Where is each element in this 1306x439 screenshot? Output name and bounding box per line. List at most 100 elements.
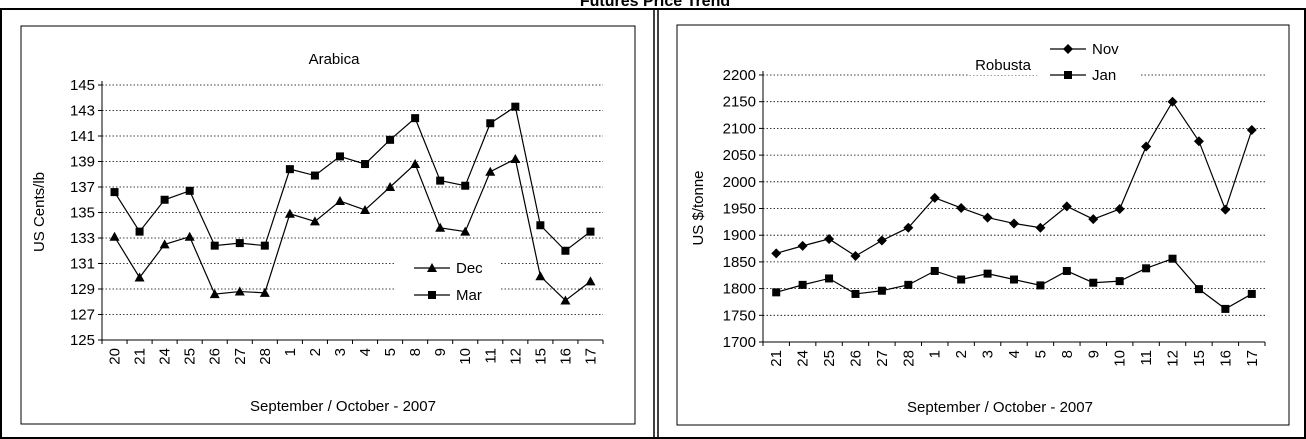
arabica-y-tick-label: 125 [70, 332, 95, 349]
arabica-y-tick-label: 137 [70, 179, 95, 196]
robusta-y-tick-label: 2150 [723, 94, 756, 111]
robusta-y-axis-label: US $/tonne [690, 170, 707, 245]
robusta-data-point [929, 192, 940, 203]
arabica-y-tick-label: 143 [70, 103, 95, 120]
robusta-x-tick-label: 8 [1059, 350, 1076, 358]
robusta-data-point [1088, 214, 1099, 225]
arabica-legend-label: Mar [456, 287, 482, 304]
arabica-x-tick-label: 9 [432, 348, 449, 356]
arabica-x-tick-label: 25 [182, 348, 199, 365]
arabica-data-point [209, 289, 220, 299]
robusta-x-tick-label: 28 [900, 350, 917, 367]
robusta-data-point [1062, 266, 1071, 275]
robusta-data-point [824, 233, 835, 244]
arabica-data-point [436, 176, 445, 185]
robusta-y-tick-label: 1950 [723, 201, 756, 218]
robusta-data-point [957, 275, 966, 284]
arabica-data-point [134, 272, 145, 282]
arabica-data-point [410, 159, 421, 169]
robusta-x-tick-label: 15 [1191, 350, 1208, 367]
robusta-x-tick-label: 2 [953, 350, 970, 358]
robusta-data-point [1035, 222, 1046, 233]
robusta-x-tick-label: 1 [927, 350, 944, 358]
arabica-x-tick-label: 28 [257, 348, 274, 365]
robusta-x-tick-label: 25 [821, 350, 838, 367]
arabica-legend-label: Dec [456, 260, 483, 277]
arabica-y-tick-label: 141 [70, 128, 95, 145]
arabica-data-point [235, 239, 244, 248]
arabica-series-line-mar [114, 105, 591, 252]
robusta-y-tick-label: 1850 [723, 254, 756, 271]
robusta-y-tick-label: 2000 [723, 174, 756, 191]
arabica-series-dec [109, 153, 596, 305]
arabica-data-point [511, 102, 520, 111]
robusta-y-tick-label: 1750 [723, 307, 756, 324]
robusta-x-tick-label: 11 [1138, 350, 1155, 366]
robusta-data-point [983, 269, 992, 278]
arabica-x-tick-label: 11 [482, 348, 499, 364]
robusta-y-tick-label: 2100 [723, 120, 756, 137]
arabica-x-tick-label: 16 [557, 348, 574, 365]
robusta-data-point [930, 266, 939, 275]
robusta-title-bg [969, 53, 1037, 75]
robusta-data-point [1142, 264, 1151, 273]
arabica-data-point [234, 286, 245, 296]
robusta-y-tick-label: 1800 [723, 281, 756, 298]
robusta-legend-label: Jan [1092, 67, 1116, 84]
robusta-x-tick-label: 16 [1217, 350, 1234, 367]
robusta-x-tick-label: 3 [980, 350, 997, 358]
arabica-data-point [561, 246, 570, 255]
robusta-chart-area [676, 24, 1290, 426]
arabica-data-point [585, 276, 596, 286]
arabica-y-tick-label: 133 [70, 230, 95, 247]
robusta-data-point [1167, 96, 1178, 107]
arabica-x-tick-label: 15 [532, 348, 549, 365]
robusta-data-point [1141, 141, 1152, 152]
arabica-data-point [360, 204, 371, 214]
arabica-data-point [485, 166, 496, 176]
robusta-data-point [1247, 289, 1256, 298]
arabica-data-point [586, 227, 595, 236]
arabica-chart-title: Arabica [309, 51, 361, 68]
arabica-legend-marker [428, 291, 436, 299]
robusta-series-jan [772, 254, 1256, 313]
robusta-data-point [771, 248, 782, 259]
robusta-data-point [1036, 281, 1045, 290]
arabica-chart-area [20, 25, 636, 425]
robusta-chart-title: Robusta [975, 57, 1032, 74]
arabica-x-tick-label: 17 [582, 348, 599, 365]
arabica-data-point [159, 239, 170, 249]
robusta-x-tick-label: 27 [874, 350, 891, 367]
arabica-y-axis-label: US Cents/lb [31, 172, 48, 252]
arabica-x-tick-label: 3 [332, 348, 349, 356]
robusta-data-point [851, 289, 860, 298]
robusta-data-point [825, 274, 834, 283]
robusta-data-point [903, 222, 914, 233]
robusta-x-tick-label: 24 [795, 350, 812, 367]
robusta-series-nov [771, 96, 1257, 262]
robusta-data-point [956, 202, 967, 213]
arabica-x-tick-label: 26 [207, 348, 224, 365]
arabica-data-point [135, 227, 144, 236]
arabica-data-point [335, 152, 344, 161]
robusta-data-point [1089, 278, 1098, 287]
arabica-y-tick-label: 129 [70, 281, 95, 298]
arabica-data-point [486, 119, 495, 128]
arabica-legend-marker [427, 263, 437, 272]
robusta-data-point [1115, 277, 1124, 286]
arabica-x-tick-label: 4 [357, 348, 374, 356]
arabica-title-bg [300, 47, 368, 69]
arabica-data-point [385, 182, 396, 191]
arabica-x-tick-label: 1 [282, 348, 299, 356]
robusta-data-point [1168, 254, 1177, 263]
arabica-data-point [210, 241, 219, 250]
robusta-x-tick-label: 9 [1085, 350, 1102, 358]
arabica-data-point [386, 135, 395, 144]
arabica-x-tick-label: 10 [457, 348, 474, 365]
arabica-x-tick-label: 12 [507, 348, 524, 365]
robusta-data-point [772, 288, 781, 297]
arabica-x-tick-label: 21 [132, 348, 149, 365]
robusta-legend-marker [1064, 71, 1072, 79]
robusta-x-axis-label: September / October - 2007 [907, 399, 1093, 416]
robusta-x-tick-label: 21 [768, 350, 785, 367]
